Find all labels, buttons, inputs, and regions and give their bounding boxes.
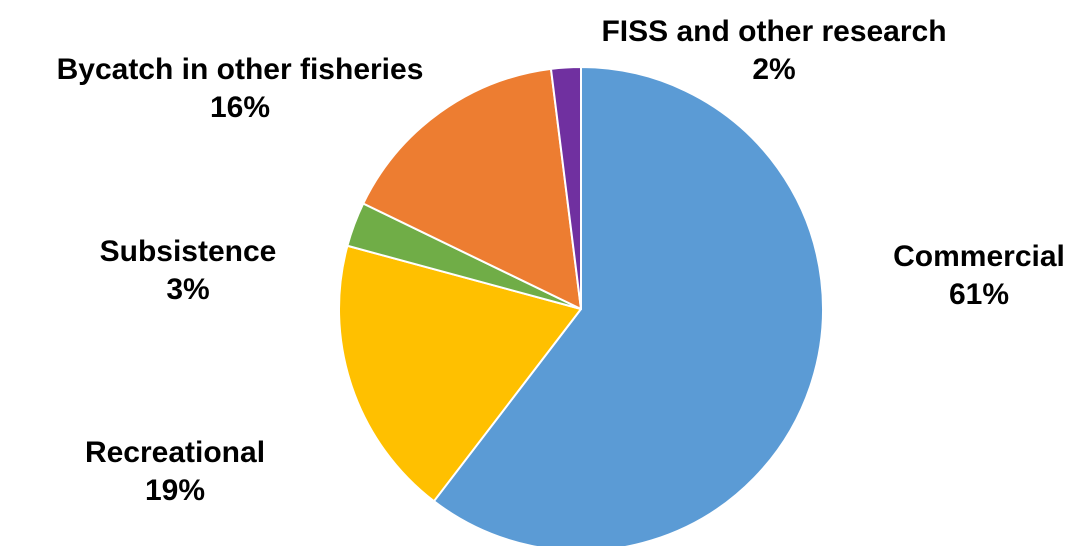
pie-slice-fiss-and-other-research bbox=[549, 66, 582, 310]
data-label-fiss-research: FISS and other research 2% bbox=[520, 13, 1028, 89]
pie-slice-bycatch-in-other-fisheries bbox=[362, 67, 582, 310]
data-label-percent: 19% bbox=[144, 474, 206, 507]
data-label-percent: 61% bbox=[948, 278, 1010, 311]
data-label-name: Recreational bbox=[84, 436, 266, 469]
data-label-percent: 16% bbox=[209, 91, 271, 124]
data-label-bycatch: Bycatch in other fisheries 16% bbox=[0, 51, 480, 127]
data-label-percent: 3% bbox=[166, 273, 210, 306]
data-label-name: Commercial bbox=[893, 240, 1065, 273]
data-label-name: Bycatch in other fisheries bbox=[56, 53, 424, 86]
data-label-subsistence: Subsistence 3% bbox=[58, 233, 318, 309]
data-label-commercial: Commercial 61% bbox=[873, 238, 1085, 314]
data-label-percent: 2% bbox=[752, 53, 796, 86]
data-label-recreational: Recreational 19% bbox=[40, 434, 310, 510]
data-label-name: Subsistence bbox=[99, 235, 277, 268]
pie-slice-commercial bbox=[432, 66, 824, 546]
data-label-name: FISS and other research bbox=[601, 15, 947, 48]
pie-slice-recreational bbox=[338, 244, 582, 503]
